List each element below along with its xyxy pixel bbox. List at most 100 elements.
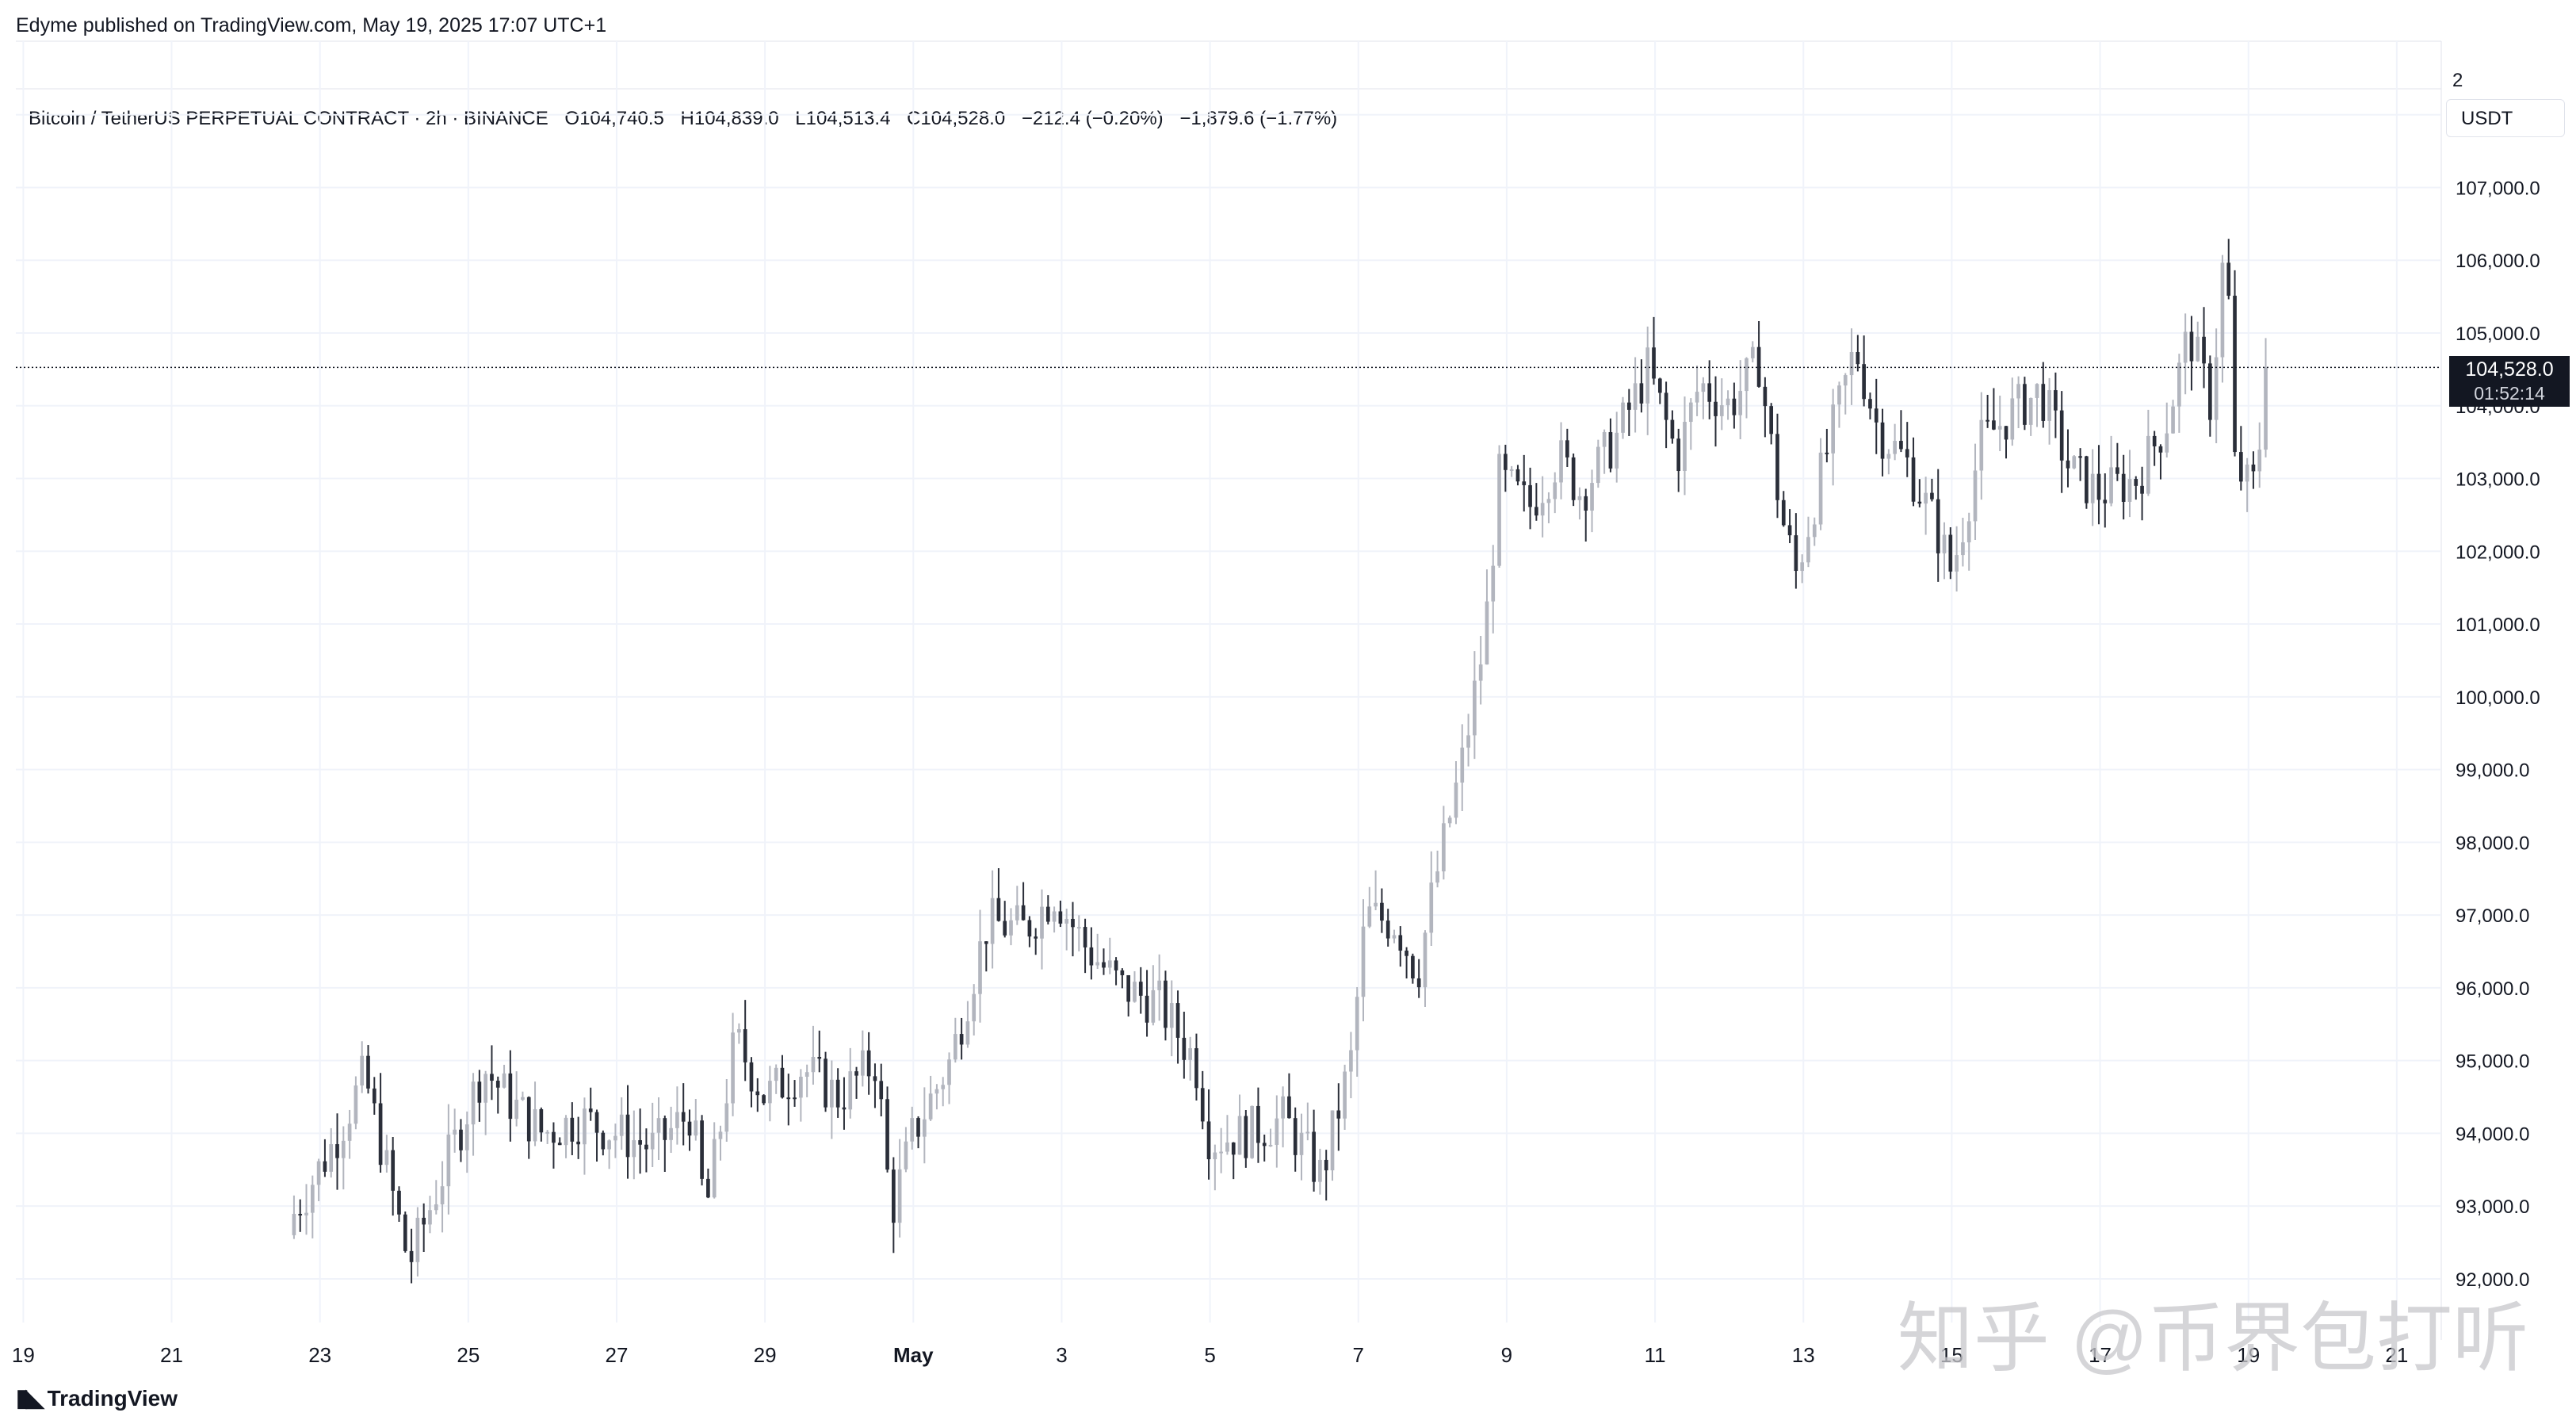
candle-body [1305, 1131, 1310, 1134]
candle-body [403, 1214, 407, 1251]
candle-body [341, 1140, 346, 1158]
candle-body [1293, 1118, 1298, 1155]
currency-selector[interactable]: USDT [2446, 99, 2565, 137]
candle-body [576, 1141, 580, 1145]
candle-body [990, 898, 995, 944]
symbol-name[interactable]: Bitcoin / TetherUS PERPETUAL CONTRACT · … [29, 108, 548, 129]
price-tick-label: 101,000.0 [2456, 614, 2540, 636]
candle-body [2165, 433, 2169, 453]
candle-body [830, 1079, 834, 1108]
candle-body [2059, 410, 2064, 461]
candle-body [583, 1108, 587, 1145]
pane-label: 2 [2452, 70, 2463, 91]
time-tick-label: 13 [1792, 1343, 1815, 1367]
candle-body [1509, 469, 1514, 471]
candle-body [1750, 346, 1755, 358]
candle-body [1522, 481, 1527, 485]
candle-body [2146, 435, 2150, 494]
candle-body [2245, 464, 2249, 482]
candle-body [1948, 534, 1953, 572]
candle-body [762, 1095, 766, 1104]
candle-body [656, 1118, 661, 1133]
candle-body [700, 1120, 704, 1179]
candle-body [323, 1161, 327, 1172]
time-tick-label: 29 [754, 1343, 777, 1367]
candle-body [1423, 932, 1428, 988]
candle-body [1849, 352, 1854, 376]
price-tick-label: 105,000.0 [2456, 323, 2540, 345]
candle-body [1992, 420, 1996, 430]
candle-body [1714, 401, 1718, 416]
candle-body [1738, 391, 1743, 415]
candle-body [2010, 398, 2015, 440]
candle-body [675, 1112, 679, 1128]
candle-body [1676, 438, 1681, 472]
candle-body [2023, 384, 2027, 425]
candle-body [1880, 422, 1885, 459]
candle-body [904, 1141, 908, 1169]
candle-body [1905, 449, 1909, 457]
candle-body [687, 1121, 692, 1136]
candle-body [2078, 456, 2082, 458]
publisher-line: Edyme published on TradingView.com, May … [16, 14, 607, 36]
candle-body [1262, 1143, 1267, 1146]
candle-body [1200, 1088, 1205, 1122]
candle-body [1608, 432, 1613, 469]
candle-body [2066, 460, 2070, 469]
candle-body [1058, 911, 1063, 924]
price-tick-label: 100,000.0 [2456, 687, 2540, 709]
candle-body [1405, 950, 1408, 956]
time-tick-label: 21 [160, 1343, 183, 1367]
candle-body [1374, 902, 1378, 907]
candle-body [1447, 817, 1452, 824]
candle-body [2109, 467, 2113, 503]
candle-body [1380, 902, 1384, 921]
candle-body [1318, 1159, 1322, 1182]
candle-body [1577, 496, 1582, 500]
candle-body [564, 1117, 568, 1146]
candle-body [755, 1091, 760, 1096]
candle-body [2208, 363, 2212, 420]
chart-grid [16, 40, 2442, 1340]
candle-body [1800, 562, 1805, 572]
candle-body [446, 1134, 451, 1187]
candle-body [842, 1107, 847, 1110]
candle-body [1546, 499, 1551, 503]
candle-body [2028, 397, 2033, 425]
candle-body [1466, 735, 1470, 748]
candle-body [1719, 405, 1724, 416]
candle-body [879, 1081, 884, 1100]
candle-body [1664, 392, 1668, 420]
candle-body [440, 1186, 445, 1204]
candle-body [1287, 1096, 1291, 1119]
candle-body [2177, 362, 2181, 407]
candle-body [805, 1072, 809, 1078]
candle-body [1504, 454, 1508, 470]
candle-body [774, 1067, 778, 1081]
time-tick-label: 17 [2089, 1343, 2112, 1367]
candle-body [953, 1034, 957, 1060]
candle-body [1911, 457, 1916, 502]
price-change-2: −1,879.6 (−1.77%) [1179, 108, 1338, 129]
tradingview-logo[interactable]: ▮◣ TradingView [16, 1384, 178, 1412]
candle-body [1095, 962, 1100, 966]
candle-body [1787, 525, 1792, 536]
candle-body [378, 1103, 383, 1166]
candle-body [1626, 402, 1631, 410]
ohlc-open: O104,740.5 [564, 108, 664, 129]
candle-body [1986, 419, 1989, 422]
candle-body [372, 1088, 376, 1104]
ohlc-low: L104,513.4 [795, 108, 891, 129]
candle-body [2016, 384, 2020, 399]
candle-body [292, 1213, 296, 1235]
candle-body [1034, 936, 1038, 939]
candle-body [2041, 384, 2046, 421]
candle-body [539, 1108, 544, 1133]
candle-body [298, 1213, 303, 1215]
candle-body [594, 1112, 599, 1133]
candle-body [916, 1118, 920, 1137]
candle-body [1324, 1159, 1328, 1171]
candle-body [1102, 962, 1106, 968]
candle-body [731, 1032, 735, 1104]
